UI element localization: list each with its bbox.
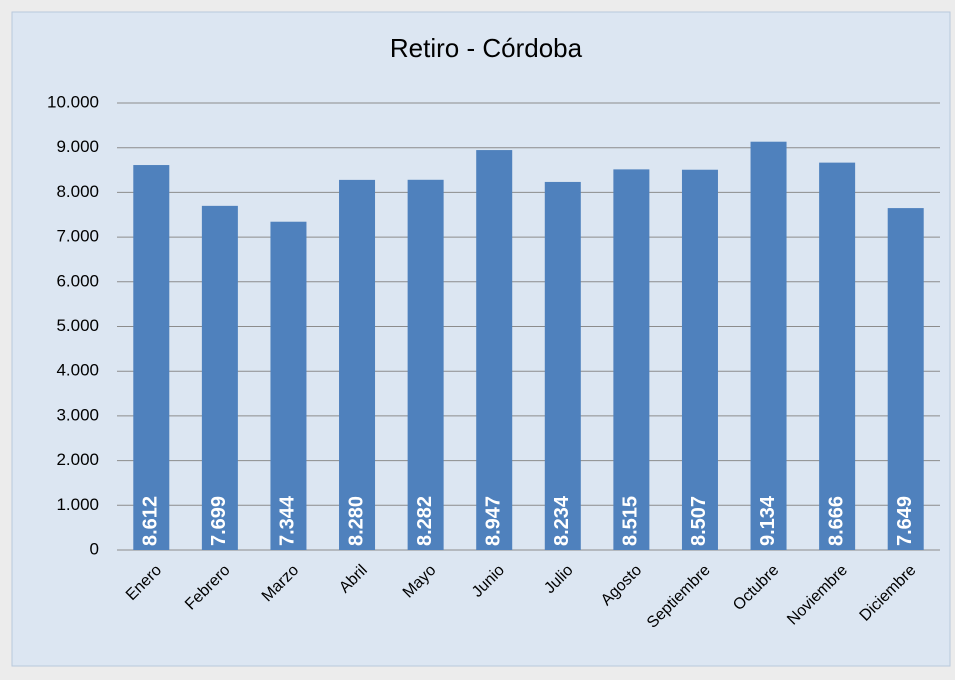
value-label: 8.507 [688,496,710,546]
bar [544,181,581,551]
value-label: 8.515 [620,496,642,546]
value-label: 8.666 [825,496,847,546]
value-label: 8.282 [414,496,436,546]
value-label: 7.344 [277,495,299,546]
bar [681,169,718,550]
y-tick-label: 10.000 [47,92,99,111]
bar [887,208,924,550]
y-tick-label: 0 [90,539,99,558]
bar [407,179,444,550]
y-tick-label: 6.000 [56,271,99,290]
value-label: 8.612 [140,496,162,546]
value-label: 8.234 [551,495,573,546]
y-tick-label: 8.000 [56,182,99,201]
y-tick-label: 4.000 [56,361,99,380]
value-label: 8.280 [345,496,367,546]
bar [270,221,307,550]
y-tick-label: 3.000 [56,405,99,424]
value-label: 8.947 [482,496,504,546]
value-label: 7.649 [894,496,916,546]
bar [819,162,856,550]
bar [476,150,513,551]
value-label: 7.699 [208,496,230,546]
bar [339,179,376,550]
y-tick-label: 2.000 [56,450,99,469]
chart-title: Retiro - Córdoba [390,33,583,63]
bar [201,205,238,550]
bar [750,141,787,550]
y-tick-label: 5.000 [56,316,99,335]
y-tick-label: 1.000 [56,495,99,514]
value-label: 9.134 [757,495,779,546]
y-tick-label: 9.000 [56,137,99,156]
y-tick-label: 7.000 [56,227,99,246]
bar [613,169,650,550]
bar [133,165,170,551]
